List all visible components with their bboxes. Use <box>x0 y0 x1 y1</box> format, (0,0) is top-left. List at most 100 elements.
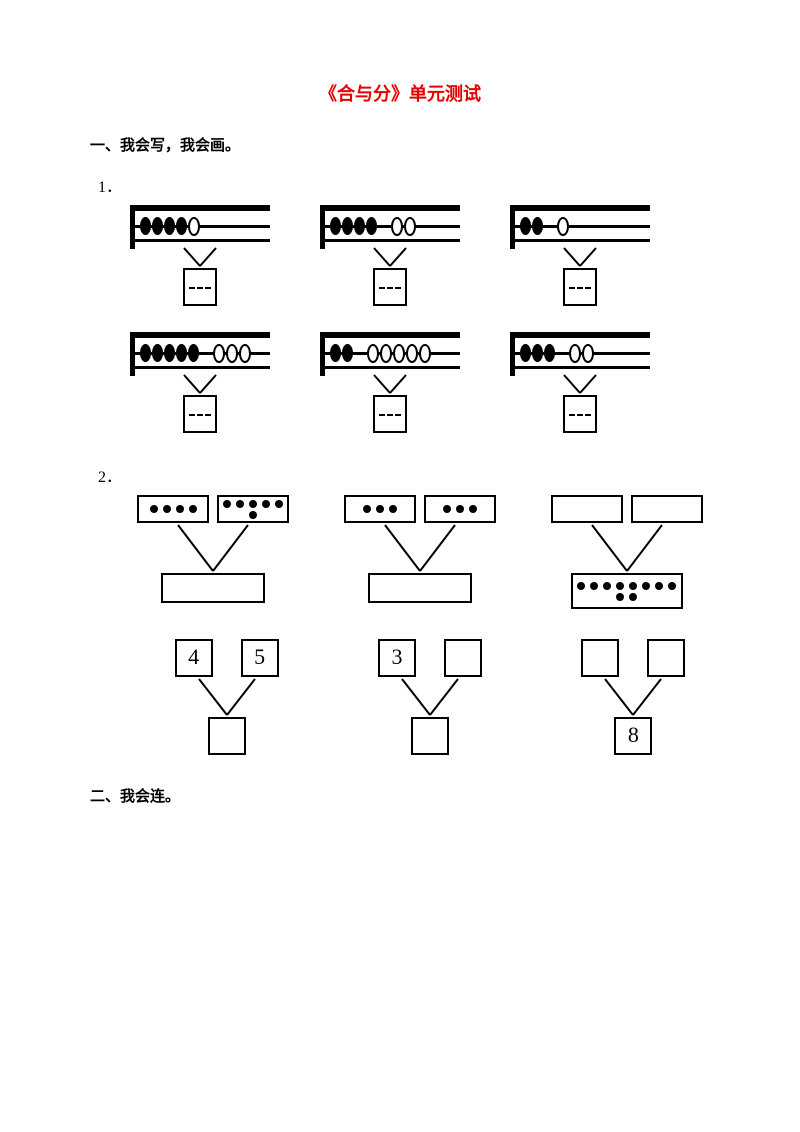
abacus-item <box>510 332 650 433</box>
answer-box[interactable] <box>373 268 407 306</box>
dot-icon <box>236 500 244 508</box>
dot-box-right[interactable] <box>631 495 703 523</box>
v-lines-icon <box>368 246 412 268</box>
answer-box[interactable] <box>563 395 597 433</box>
bead-hollow-icon <box>582 344 594 363</box>
dot-icon <box>577 582 585 590</box>
dot-box-bottom[interactable] <box>161 573 265 603</box>
split-lines-icon <box>187 677 267 717</box>
bead-hollow-icon <box>406 344 418 363</box>
number-box-right[interactable] <box>444 639 482 677</box>
bead-filled-icon <box>330 344 341 362</box>
dot-box-left[interactable] <box>551 495 623 523</box>
dot-icon <box>249 500 257 508</box>
dot-box-right[interactable] <box>424 495 496 523</box>
dot-icon <box>376 505 384 513</box>
answer-box[interactable] <box>373 395 407 433</box>
dot-icon <box>456 505 464 513</box>
dot-icon <box>223 500 231 508</box>
bead-filled-icon <box>342 217 353 235</box>
worksheet-page: 《合与分》单元测试 一、我会写，我会画。 1． 2． 4538 二、我会连。 <box>0 0 800 846</box>
dot-icon <box>363 505 371 513</box>
bead-filled-icon <box>164 217 175 235</box>
dot-icon <box>163 505 171 513</box>
abacus-beads <box>330 216 416 236</box>
answer-box[interactable] <box>563 268 597 306</box>
bead-hollow-icon <box>557 217 569 236</box>
dot-box-bottom[interactable] <box>571 573 683 609</box>
bead-filled-icon <box>176 217 187 235</box>
bead-hollow-icon <box>188 217 200 236</box>
number-box-right[interactable]: 5 <box>241 639 279 677</box>
bead-filled-icon <box>176 344 187 362</box>
number-box-left[interactable]: 3 <box>378 639 416 677</box>
dot-icon <box>642 582 650 590</box>
number-split-diagram: 45 <box>150 639 303 755</box>
abacus-beads <box>330 343 431 363</box>
abacus-row-1 <box>130 205 710 306</box>
bead-filled-icon <box>520 344 531 362</box>
bead-hollow-icon <box>226 344 238 363</box>
dot-box-bottom[interactable] <box>368 573 472 603</box>
abacus-item <box>320 205 460 306</box>
number-box-bottom[interactable] <box>411 717 449 755</box>
split-lines-icon <box>562 523 692 573</box>
bead-filled-icon <box>330 217 341 235</box>
bead-hollow-icon <box>391 217 403 236</box>
number-box-left[interactable] <box>581 639 619 677</box>
abacus-frame <box>320 332 460 376</box>
bead-filled-icon <box>140 344 151 362</box>
split-top-row <box>551 495 703 523</box>
split-lines-icon <box>355 523 485 573</box>
dot-box-right[interactable] <box>217 495 289 523</box>
numsplit-top-row <box>581 639 685 677</box>
bead-hollow-icon <box>213 344 225 363</box>
number-box-left[interactable]: 4 <box>175 639 213 677</box>
bead-filled-icon <box>152 344 163 362</box>
answer-box[interactable] <box>183 268 217 306</box>
bead-filled-icon <box>342 344 353 362</box>
bead-filled-icon <box>366 217 377 235</box>
dot-icon <box>655 582 663 590</box>
dot-icon <box>603 582 611 590</box>
dot-icon <box>262 500 270 508</box>
abacus-item <box>130 205 270 306</box>
bead-hollow-icon <box>393 344 405 363</box>
number-split-diagram: 8 <box>557 639 710 755</box>
dot-box-left[interactable] <box>137 495 209 523</box>
number-box-right[interactable] <box>647 639 685 677</box>
v-lines-icon <box>368 373 412 395</box>
bead-filled-icon <box>164 344 175 362</box>
bead-filled-icon <box>532 217 543 235</box>
dot-box-left[interactable] <box>344 495 416 523</box>
v-lines-icon <box>178 246 222 268</box>
v-lines-icon <box>178 373 222 395</box>
q1-label: 1． <box>98 173 710 197</box>
dot-icon <box>668 582 676 590</box>
split-lines-icon <box>148 523 278 573</box>
split-lines-icon <box>593 677 673 717</box>
number-box-bottom[interactable] <box>208 717 246 755</box>
bead-hollow-icon <box>419 344 431 363</box>
answer-box[interactable] <box>183 395 217 433</box>
section2-heading: 二、我会连。 <box>90 785 710 806</box>
split-lines-icon <box>390 677 470 717</box>
bead-hollow-icon <box>404 217 416 236</box>
bead-filled-icon <box>188 344 199 362</box>
bead-filled-icon <box>140 217 151 235</box>
bead-filled-icon <box>354 217 365 235</box>
split-top-row <box>344 495 496 523</box>
abacus-frame <box>130 205 270 249</box>
dot-icon <box>389 505 397 513</box>
abacus-item <box>510 205 650 306</box>
abacus-frame <box>320 205 460 249</box>
dot-icon <box>629 593 637 601</box>
abacus-frame <box>130 332 270 376</box>
numsplit-top-row: 3 <box>378 639 482 677</box>
dot-icon <box>443 505 451 513</box>
number-box-bottom[interactable]: 8 <box>614 717 652 755</box>
abacus-item <box>320 332 460 433</box>
abacus-beads <box>140 343 251 363</box>
dot-split-row <box>130 495 710 609</box>
abacus-item <box>130 332 270 433</box>
